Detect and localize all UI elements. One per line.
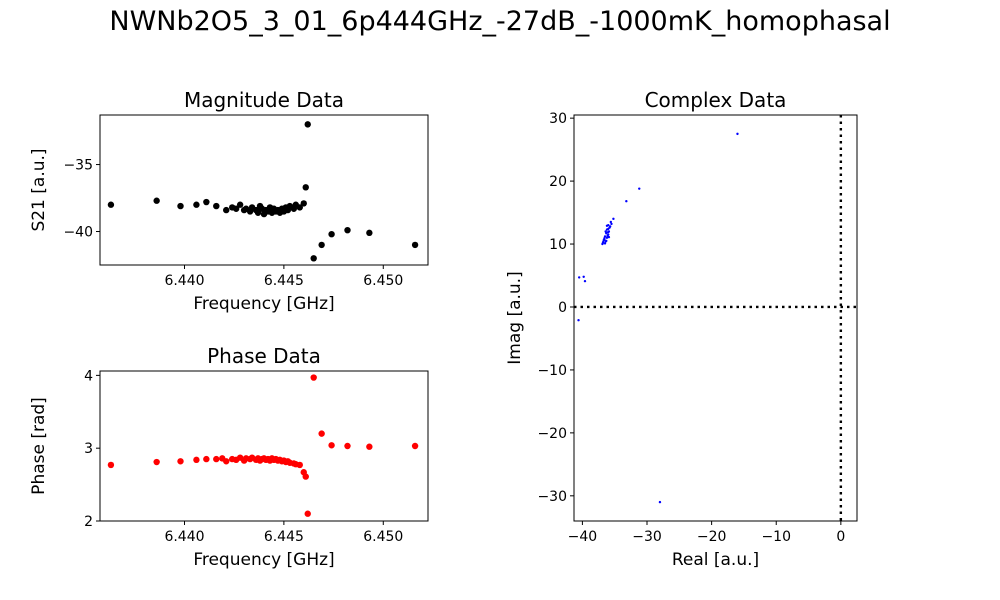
magnitude-point <box>177 202 184 210</box>
magnitude-point <box>344 226 351 234</box>
complex-title: Complex Data <box>645 88 787 112</box>
complex-ytick-label: 10 <box>549 237 567 253</box>
complex-ytick-label: 20 <box>549 174 567 190</box>
complex-ytick-label: −10 <box>537 363 567 379</box>
complex-point <box>602 239 605 242</box>
phase-point <box>213 455 220 463</box>
magnitude-point <box>310 255 317 262</box>
complex-xtick-label: −40 <box>568 529 598 545</box>
complex-point <box>582 275 585 278</box>
phase-point <box>328 442 335 449</box>
phase-xtick-label: 6.445 <box>264 529 304 545</box>
complex-xtick-label: −10 <box>761 529 791 545</box>
phase-point <box>366 443 373 450</box>
phase-point <box>310 374 317 381</box>
complex-point <box>607 230 610 234</box>
magnitude-point <box>223 206 230 214</box>
complex-point <box>638 187 641 190</box>
complex-point <box>604 230 607 233</box>
complex-point <box>736 132 739 136</box>
phase-title: Phase Data <box>207 344 321 368</box>
complex-xlabel: Real [a.u.] <box>672 550 759 570</box>
complex-point <box>605 232 608 235</box>
magnitude-xtick-label: 6.450 <box>363 273 403 289</box>
magnitude-point <box>296 204 303 211</box>
magnitude-ytick-label: −40 <box>63 225 93 241</box>
phase-point <box>107 461 115 469</box>
magnitude-point <box>318 241 325 249</box>
complex-point <box>605 224 609 227</box>
phase-ytick-label: 4 <box>84 368 93 384</box>
phase-point <box>296 461 303 469</box>
complex-point <box>608 225 612 228</box>
phase-point <box>318 430 325 437</box>
complex-axes-frame <box>573 114 858 522</box>
phase-xtick-label: 6.440 <box>164 529 204 545</box>
phase-point <box>304 510 311 517</box>
complex-point <box>605 236 609 239</box>
complex-point <box>577 319 580 322</box>
magnitude-xtick-label: 6.445 <box>264 273 304 289</box>
phase-ytick-label: 3 <box>84 441 93 457</box>
complex-point <box>603 242 607 245</box>
magnitude-point <box>107 201 115 208</box>
magnitude-point <box>328 230 335 238</box>
complex-point <box>610 222 613 226</box>
phase-xtick-label: 6.450 <box>363 529 403 545</box>
phase-point <box>193 456 200 464</box>
complex-point <box>658 500 662 504</box>
magnitude-point <box>300 200 307 207</box>
complex-point <box>603 237 606 240</box>
complex-point <box>625 200 628 203</box>
complex-ytick-label: −20 <box>537 426 567 442</box>
magnitude-point <box>153 197 160 204</box>
magnitude-xlabel: Frequency [GHz] <box>193 294 334 314</box>
figure-title: NWNb2O5_3_01_6p444GHz_-27dB_-1000mK_homo… <box>109 6 891 37</box>
complex-ytick-label: 0 <box>558 300 567 316</box>
magnitude-point <box>236 201 244 208</box>
complex-point <box>577 276 581 279</box>
phase-point <box>411 442 419 450</box>
complex-xtick-label: 0 <box>836 529 845 545</box>
complex-point <box>601 241 605 244</box>
phase-point <box>203 455 210 463</box>
magnitude-point <box>203 198 210 206</box>
complex-point <box>612 217 615 221</box>
phase-point <box>302 473 309 480</box>
phase-point <box>223 458 230 465</box>
complex-xtick-label: −20 <box>697 529 727 545</box>
complex-ytick-label: 30 <box>549 111 567 127</box>
phase-xlabel: Frequency [GHz] <box>193 550 334 570</box>
magnitude-ylabel: S21 [a.u.] <box>29 148 49 231</box>
magnitude-point <box>193 201 200 208</box>
phase-axes-frame <box>99 370 429 522</box>
complex-point <box>583 279 587 283</box>
complex-point <box>603 235 607 238</box>
magnitude-point <box>213 202 220 210</box>
magnitude-point <box>254 209 262 216</box>
magnitude-point <box>366 229 373 237</box>
magnitude-axes-frame <box>99 114 429 266</box>
complex-xtick-label: −30 <box>632 529 662 545</box>
complex-point <box>607 227 610 231</box>
complex-point <box>607 235 611 239</box>
phase-point <box>153 458 160 466</box>
complex-point <box>604 240 607 243</box>
magnitude-point <box>304 121 311 128</box>
phase-point <box>344 442 351 450</box>
magnitude-ytick-label: −35 <box>63 158 93 174</box>
magnitude-point <box>411 241 419 249</box>
magnitude-xtick-label: 6.440 <box>164 273 204 289</box>
complex-ytick-label: −30 <box>537 489 567 505</box>
magnitude-point <box>232 205 240 212</box>
magnitude-title: Magnitude Data <box>184 88 344 112</box>
phase-point <box>177 458 184 465</box>
complex-ylabel: Imag [a.u.] <box>505 271 525 364</box>
phase-ylabel: Phase [rad] <box>29 397 49 495</box>
complex-point <box>609 220 613 224</box>
magnitude-point <box>302 184 309 191</box>
phase-ytick-label: 2 <box>84 514 93 530</box>
